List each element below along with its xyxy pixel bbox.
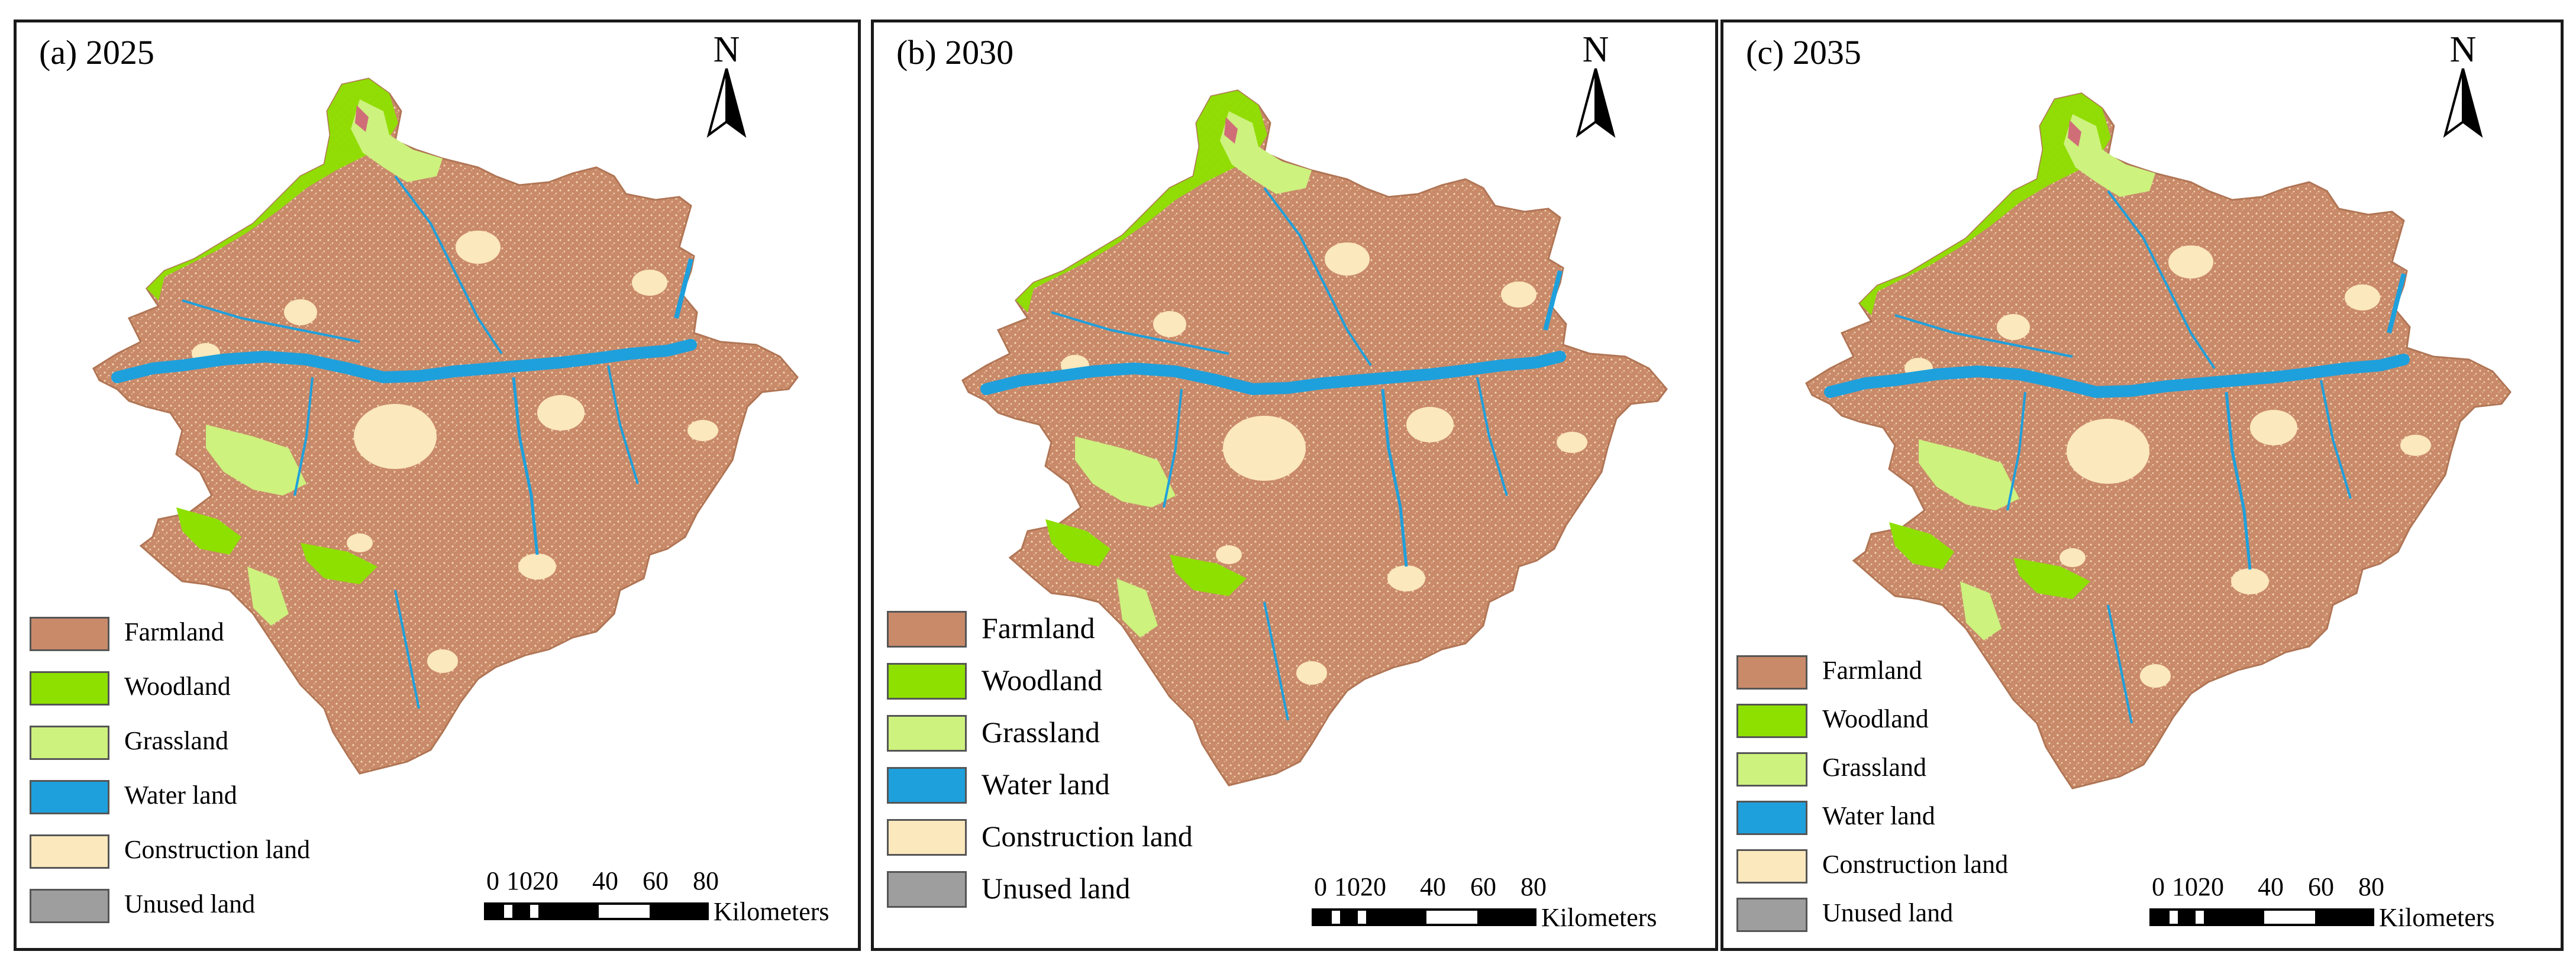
construction-swatch [887, 819, 967, 856]
grassland-swatch [1736, 752, 1807, 787]
farmland-swatch [1736, 655, 1807, 690]
legend-label: Grassland [124, 726, 228, 755]
north-arrow-icon [700, 27, 753, 140]
legend-label: Grassland [1822, 753, 1926, 782]
panel-title: (b) 2030 [896, 33, 1014, 72]
panel-title: (c) 2035 [1746, 33, 1861, 72]
farmland-swatch [887, 611, 967, 648]
legend-label: Unused land [982, 872, 1131, 905]
legend-label: Farmland [124, 617, 224, 646]
legend-label: Farmland [1822, 656, 1922, 685]
scale-bar: 0 1020 40 60 80 Kilometers [484, 868, 851, 927]
scale-tick: 40 [2258, 872, 2284, 901]
legend-label: Water land [982, 768, 1110, 801]
scale-unit: Kilometers [2379, 903, 2495, 932]
scale-tick: 40 [592, 866, 618, 895]
scale-bar: 0 1020 40 60 80 Kilometers [1312, 874, 1702, 933]
legend-label: Water land [124, 781, 237, 810]
north-arrow-icon [2436, 27, 2490, 140]
legend-label: Construction land [124, 835, 311, 864]
legend-label: Unused land [124, 889, 256, 918]
scale-tick: 80 [2358, 872, 2384, 901]
water-swatch [30, 780, 109, 814]
unused-swatch [887, 871, 967, 908]
scale-tick: 1020 [1334, 872, 1386, 901]
scale-tick: 60 [643, 866, 669, 895]
woodland-swatch [1736, 704, 1807, 738]
north-arrow-icon [1569, 27, 1622, 140]
woodland-swatch [30, 671, 109, 706]
scale-tick: 0 [1314, 872, 1327, 901]
grassland-swatch [30, 726, 109, 760]
land-use-map-2025 [17, 22, 861, 951]
water-swatch [887, 767, 967, 804]
legend-label: Grassland [982, 716, 1100, 749]
construction-swatch [30, 834, 109, 869]
land-use-map-2030 [874, 22, 1718, 951]
scale-tick: 0 [486, 866, 499, 895]
scale-bar: 0 1020 40 60 80 Kilometers [2149, 874, 2552, 933]
legend-label: Woodland [124, 672, 231, 701]
legend-label: Construction land [1822, 850, 2009, 879]
legend-label: Woodland [1822, 704, 1929, 733]
scale-unit: Kilometers [1541, 903, 1657, 932]
map-panel-2030: (b) 2030 Farmland Woodland Grassland Wat… [871, 20, 1718, 951]
scale-tick: 60 [1470, 872, 1496, 901]
map-panel-2035: (c) 2035 Farmland Woodland Grassland Wat… [1720, 20, 2564, 951]
scale-tick: 80 [693, 866, 719, 895]
map-panel-2025: (a) 2025 Farmland Woodland Grassland Wat… [14, 20, 861, 951]
legend-label: Water land [1822, 801, 1935, 830]
farmland-swatch [30, 617, 109, 651]
unused-swatch [30, 889, 109, 923]
woodland-swatch [887, 663, 967, 700]
panel-title: (a) 2025 [39, 33, 154, 72]
scale-tick: 60 [2308, 872, 2334, 901]
unused-swatch [1736, 898, 1807, 932]
legend-label: Construction land [982, 820, 1193, 853]
scale-tick: 1020 [506, 866, 559, 895]
water-swatch [1736, 801, 1807, 835]
legend-label: Farmland [982, 611, 1095, 645]
scale-tick: 1020 [2172, 872, 2224, 901]
scale-tick: 80 [1521, 872, 1547, 901]
scale-unit: Kilometers [714, 897, 829, 926]
grassland-swatch [887, 715, 967, 752]
construction-swatch [1736, 849, 1807, 884]
legend-label: Unused land [1822, 898, 1954, 927]
scale-tick: 0 [2152, 872, 2165, 901]
scale-tick: 40 [1420, 872, 1446, 901]
legend-label: Woodland [982, 664, 1103, 697]
